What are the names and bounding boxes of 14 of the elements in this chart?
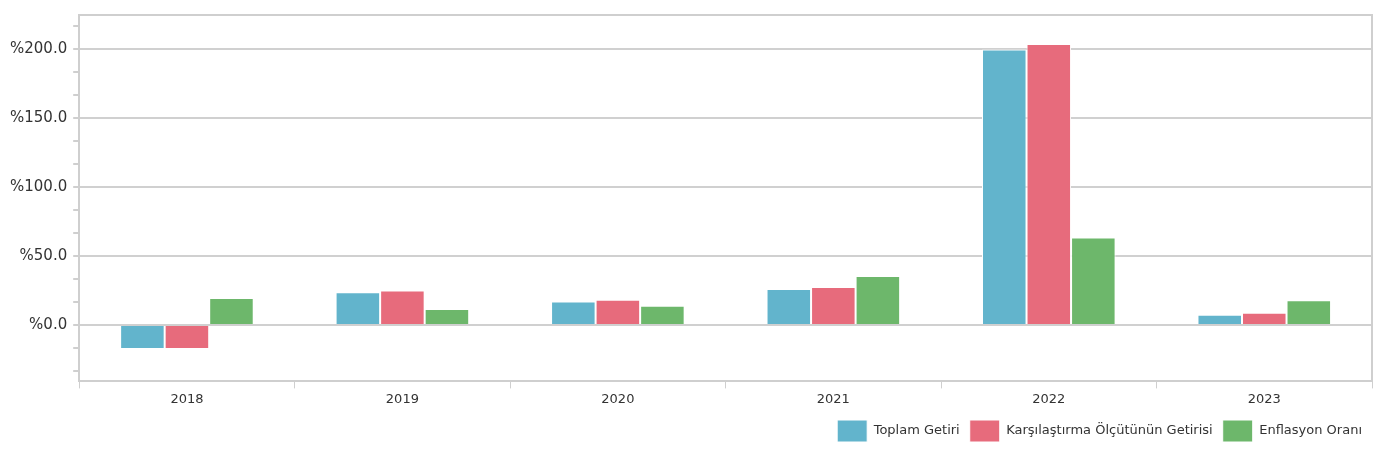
x-tick-label: 2022: [1032, 390, 1066, 406]
x-tick-label: 2020: [601, 390, 635, 406]
y-tick-label: %100.0: [9, 177, 68, 196]
x-tick-label: 2023: [1247, 390, 1281, 406]
legend-label: Karşılaştırma Ölçütünün Getirisi: [1006, 421, 1213, 438]
y-tick-label: %200.0: [9, 39, 68, 58]
y-tick-label: %50.0: [19, 245, 68, 264]
legend-label: Toplam Getiri: [872, 422, 960, 438]
y-tick-label: %0.0: [29, 314, 68, 333]
x-tick-label: 2019: [385, 390, 419, 406]
x-tick-label: 2018: [170, 390, 204, 406]
legend-label: Enflasyon Oranı: [1259, 422, 1362, 438]
x-tick-label: 2021: [816, 390, 850, 406]
y-tick-label: %150.0: [9, 108, 68, 127]
